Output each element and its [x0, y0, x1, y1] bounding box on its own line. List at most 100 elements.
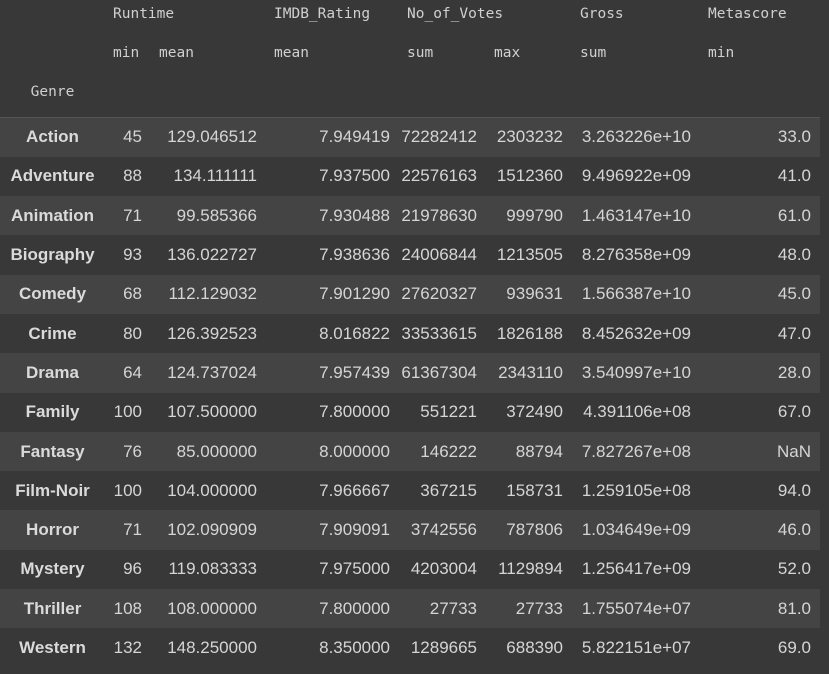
cell-metascore-min: 41.0	[777, 166, 812, 186]
row-label-genre: Crime	[28, 323, 77, 343]
header-agg-imdb-mean: mean	[274, 45, 309, 61]
cell-votes-sum: 551221	[420, 402, 478, 422]
cell-votes-max: 1512360	[496, 166, 564, 186]
header-agg-gross-sum: sum	[580, 45, 607, 61]
cell-votes-max: 688390	[506, 638, 564, 657]
cell-runtime-min: 71	[123, 520, 142, 540]
table-row: Family 100 107.500000 7.800000 551221 372490 4…	[0, 392, 821, 432]
row-label-genre: Action	[26, 127, 79, 147]
cell-runtime-mean: 85.000000	[176, 441, 258, 461]
row-label-genre: Fantasy	[20, 441, 85, 461]
header-agg-runtime-mean: mean	[159, 45, 194, 61]
cell-votes-max: 158731	[506, 480, 564, 500]
cell-runtime-mean: 108.000000	[167, 598, 258, 618]
row-label-genre: Adventure	[10, 166, 95, 186]
row-label-genre: Film-Noir	[15, 480, 90, 500]
cell-imdb-mean: 8.000000	[319, 441, 391, 461]
cell-runtime-mean: 119.083333	[168, 559, 258, 579]
cell-metascore-min: 47.0	[777, 323, 812, 343]
cell-gross-sum: 1.566387e+10	[581, 284, 692, 304]
cell-runtime-mean: 112.129032	[168, 284, 258, 304]
table-row: Biography 93 136.022727 7.938636 24006844 121…	[0, 235, 821, 275]
cell-votes-sum: 146222	[420, 441, 478, 461]
cell-votes-max: 88794	[515, 441, 564, 461]
cell-votes-sum: 3742556	[410, 520, 478, 540]
cell-imdb-mean: 8.350000	[319, 638, 391, 657]
cell-imdb-mean: 7.901290	[319, 284, 391, 304]
cell-gross-sum: 8.276358e+09	[581, 245, 692, 265]
cell-imdb-mean: 7.966667	[319, 480, 391, 500]
cell-votes-max: 1213505	[496, 245, 564, 265]
row-label-genre: Mystery	[20, 559, 85, 579]
table-row: Adventure 88 134.111111 7.937500 22576163 151…	[0, 156, 821, 197]
table-row: Mystery 96 119.083333 7.975000 4203004 112989…	[0, 549, 821, 590]
cell-votes-max: 939631	[506, 284, 564, 304]
header-agg-metascore-min: min	[708, 45, 735, 61]
table-row: Crime 80 126.392523 8.016822 33533615 1826188…	[0, 313, 821, 354]
cell-imdb-mean: 7.957439	[319, 362, 391, 382]
cell-metascore-min: 45.0	[777, 284, 812, 304]
cell-runtime-mean: 104.000000	[167, 480, 258, 500]
cell-runtime-mean: 102.090909	[167, 520, 258, 540]
cell-imdb-mean: 7.949419	[319, 127, 391, 147]
header-no-of-votes: No_of_Votes	[407, 6, 504, 22]
table-row: Comedy 68 112.129032 7.901290 27620327 939631…	[0, 274, 821, 314]
cell-votes-max: 2303232	[496, 127, 564, 147]
cell-imdb-mean: 8.016822	[319, 323, 391, 343]
cell-gross-sum: 1.463147e+10	[581, 205, 692, 225]
header-row-aggregations: min mean mean sum max sum min	[0, 39, 820, 78]
cell-votes-sum: 24006844	[401, 245, 478, 265]
table-row: Film-Noir 100 104.000000 7.966667 367215 1587…	[0, 471, 821, 511]
cell-gross-sum: 9.496922e+09	[581, 166, 692, 186]
cell-runtime-mean: 107.500000	[167, 402, 258, 422]
cell-gross-sum: 1.256417e+09	[581, 559, 692, 579]
row-label-genre: Horror	[26, 520, 79, 540]
cell-runtime-min: 132	[113, 638, 142, 657]
cell-metascore-min: 61.0	[777, 205, 812, 225]
cell-runtime-min: 68	[123, 284, 142, 304]
header-imdb-rating: IMDB_Rating	[274, 6, 371, 22]
cell-metascore-min: 33.0	[777, 127, 812, 147]
cell-metascore-min: 94.0	[777, 480, 812, 500]
cell-gross-sum: 1.755074e+07	[581, 598, 692, 618]
header-row-groups: Runtime IMDB_Rating No_of_Votes Gross Me…	[0, 0, 820, 39]
row-label-genre: Family	[25, 402, 80, 422]
cell-votes-sum: 27733	[429, 598, 478, 618]
cell-gross-sum: 5.822151e+07	[581, 638, 692, 657]
cell-metascore-min: 69.0	[777, 638, 812, 657]
row-label-genre: Western	[19, 638, 86, 657]
cell-metascore-min: 67.0	[777, 402, 812, 422]
row-label-genre: Biography	[10, 245, 95, 265]
cell-runtime-mean: 99.585366	[176, 205, 258, 225]
header-runtime: Runtime	[113, 6, 175, 22]
header-metascore: Metascore	[708, 6, 787, 22]
cell-runtime-min: 108	[113, 598, 142, 618]
table-row: Drama 64 124.737024 7.957439 61367304 2343110…	[0, 353, 821, 393]
table-row: Fantasy 76 85.000000 8.000000 146222 88794 7.8…	[0, 431, 821, 472]
table-row: Action 45 129.046512 7.949419 72282412 230323…	[0, 117, 821, 157]
cell-votes-max: 27733	[515, 598, 564, 618]
cell-runtime-min: 88	[123, 166, 142, 186]
cell-votes-sum: 21978630	[401, 205, 478, 225]
table-body: Action 45 129.046512 7.949419 72282412 230323…	[0, 117, 821, 668]
header-agg-votes-sum: sum	[407, 45, 434, 61]
cell-votes-max: 1826188	[496, 323, 564, 343]
cell-imdb-mean: 7.930488	[319, 205, 391, 225]
cell-votes-sum: 33533615	[401, 323, 478, 343]
cell-imdb-mean: 7.975000	[319, 559, 391, 579]
cell-imdb-mean: 7.937500	[319, 166, 391, 186]
cell-gross-sum: 7.827267e+08	[581, 441, 692, 461]
header-blank	[0, 39, 105, 78]
cell-imdb-mean: 7.909091	[319, 520, 391, 540]
cell-gross-sum: 8.452632e+09	[581, 323, 692, 343]
cell-runtime-mean: 148.250000	[167, 638, 258, 657]
cell-votes-max: 1129894	[498, 559, 564, 579]
cell-imdb-mean: 7.938636	[319, 245, 391, 265]
index-name-genre: Genre	[30, 84, 75, 100]
cell-runtime-min: 100	[113, 402, 142, 422]
cell-votes-sum: 27620327	[401, 284, 478, 304]
cell-votes-sum: 367215	[420, 480, 478, 500]
cell-votes-max: 372490	[506, 402, 564, 422]
